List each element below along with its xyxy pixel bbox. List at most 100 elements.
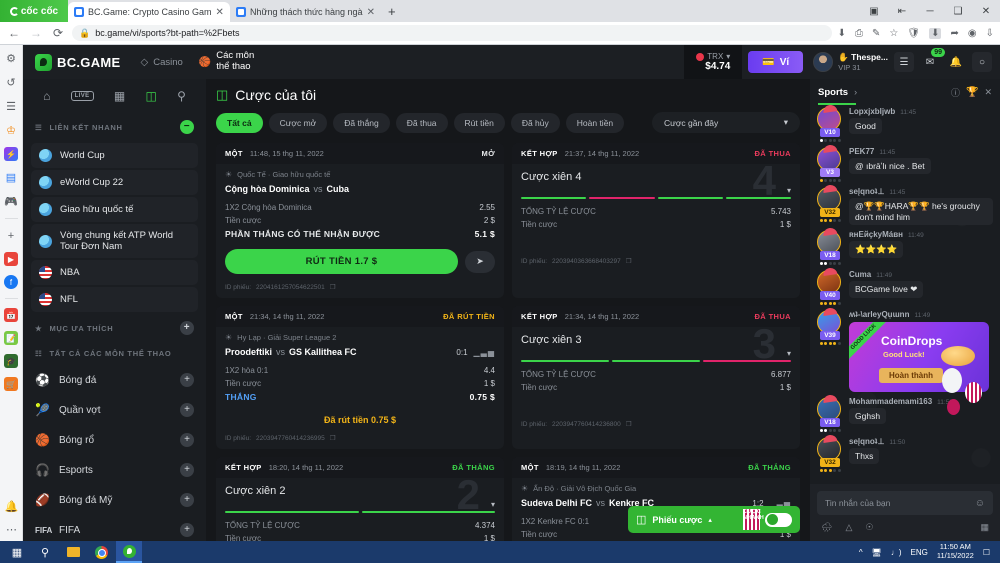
calendar-icon[interactable]: ▦ — [113, 89, 126, 103]
expand-button[interactable]: + — [180, 463, 194, 477]
filter-cancelled[interactable]: Đã hủy — [510, 112, 560, 133]
avatar-block[interactable]: V40 — [817, 270, 843, 305]
balance-widget[interactable]: TRX ▾ $4.74 — [684, 45, 743, 79]
quick-bet-toggle-group[interactable]: CƯỢC NHANH — [743, 509, 792, 530]
sidebar-item-esports[interactable]: 🎧 Esports + — [23, 455, 206, 485]
cashout-button[interactable]: RÚT TIỀN 1.7 $ — [225, 249, 458, 274]
chat-input[interactable]: Tin nhắn của bạn ☺ — [817, 491, 993, 515]
filter-open[interactable]: Cược mở — [268, 112, 328, 133]
bet-card[interactable]: KẾT HỢP 18:20, 14 thg 11, 2022 ĐÃ THẮNG … — [216, 457, 504, 541]
emoji-icon[interactable]: ☺ — [974, 497, 985, 509]
chat-username[interactable]: Cuma — [849, 270, 872, 279]
filter-cashout[interactable]: Rút tiền — [453, 112, 505, 133]
profile-icon[interactable]: ◉ — [967, 27, 977, 39]
rain-icon[interactable]: 🌧 — [821, 522, 833, 532]
maximize-icon[interactable]: ❑ — [953, 5, 963, 17]
bet-card[interactable]: KẾT HỢP 21:37, 14 thg 11, 2022 ĐÃ THUA C… — [512, 143, 800, 298]
search-icon[interactable]: ⚲ — [177, 89, 186, 103]
avatar-block[interactable]: V32 — [817, 437, 843, 472]
chevron-down-icon[interactable]: ▾ — [786, 349, 791, 358]
calendar-icon[interactable]: 📅 — [4, 308, 18, 322]
chat-username[interactable]: Lopxjxbljwb — [849, 107, 896, 116]
info-icon[interactable]: ⓘ — [950, 87, 960, 98]
volume-icon[interactable]: ♩) — [890, 547, 902, 557]
user-widget[interactable]: ✋ Thespe... VIP 31 — [813, 52, 888, 72]
collapse-quick-links-button[interactable]: − — [180, 120, 194, 134]
gear-icon[interactable]: ⚙ — [6, 53, 16, 65]
sidebar-item-nba[interactable]: NBA — [31, 260, 198, 285]
sidebar-item-eworld-cup[interactable]: eWorld Cup 22 — [31, 170, 198, 195]
chevron-up-icon[interactable]: ^ — [858, 547, 863, 557]
coin-icon[interactable]: ☉ — [865, 522, 874, 532]
gamepad-icon[interactable]: 🎮 — [4, 196, 18, 208]
bookmark-star-icon[interactable]: ☆ — [889, 27, 899, 39]
new-tab-button[interactable]: + — [387, 4, 396, 19]
crown-icon[interactable]: ♔ — [6, 125, 16, 137]
chat-username[interactable]: sel̨qnoʇ⊥ — [849, 187, 885, 196]
language-indicator[interactable]: ENG — [910, 547, 928, 557]
sidebar-item-soccer[interactable]: ⚽ Bóng đá + — [23, 365, 206, 395]
bell-icon[interactable]: 🔔 — [949, 56, 963, 68]
chat-room-tab[interactable]: Sports — [818, 86, 849, 98]
download-page-icon[interactable]: ⬇ — [837, 27, 847, 39]
minimize-icon[interactable]: ─ — [926, 5, 934, 17]
sidebar-item-world-cup[interactable]: World Cup — [31, 143, 198, 168]
copy-icon[interactable]: ❐ — [625, 421, 632, 428]
sidebar-item-nfl[interactable]: NFL — [31, 287, 198, 312]
youtube-icon[interactable]: ▶ — [4, 252, 18, 266]
close-icon[interactable]: ✕ — [984, 86, 992, 97]
chat-username[interactable]: PEK77 — [849, 147, 875, 156]
downloads-icon[interactable]: ⇩ — [985, 27, 994, 39]
avatar-block[interactable]: V18 — [817, 397, 843, 432]
list-icon[interactable]: ☰ — [6, 101, 16, 113]
save-icon[interactable]: ⬇ — [929, 27, 942, 39]
bet-card[interactable]: MỘT 11:48, 15 thg 11, 2022 MỞ ☀ Quốc Tế … — [216, 143, 504, 298]
stats-icon[interactable]: ▁▃▅ — [769, 498, 791, 508]
forward-icon[interactable]: → — [30, 26, 42, 40]
nav-sports[interactable]: 🏀 Các môn thể thao — [199, 50, 254, 73]
copy-icon[interactable]: ❐ — [625, 258, 632, 265]
tip-icon[interactable]: △ — [845, 522, 853, 532]
my-bets-icon[interactable]: ◫ — [145, 89, 157, 103]
chat-username[interactable]: ʀнЕйçkyMáвн — [849, 230, 903, 239]
close-window-icon[interactable]: ✕ — [981, 5, 991, 17]
promo-claim-button[interactable]: Hoàn thành — [879, 368, 943, 383]
expand-button[interactable]: + — [180, 403, 194, 417]
clock[interactable]: 11:50 AM 11/15/2022 — [937, 543, 974, 560]
sidebar-item-american-football[interactable]: 🏈 Bóng đá Mỹ + — [23, 485, 206, 515]
close-icon[interactable]: ✕ — [215, 6, 224, 18]
address-bar[interactable]: 🔒 bc.game/vi/sports?bt-path=%2Fbets — [72, 25, 832, 41]
share-icon[interactable]: ➦ — [950, 27, 959, 39]
more-icon[interactable]: ⋯ — [6, 524, 17, 536]
stats-icon[interactable]: ▁▃▅ — [473, 347, 495, 357]
add-favorite-button[interactable]: + — [180, 321, 194, 335]
bell-icon[interactable]: 🔔 — [4, 501, 19, 513]
copy-icon[interactable]: ❐ — [329, 435, 336, 442]
bcgame-logo[interactable]: BC.GAME — [35, 53, 121, 71]
facebook-icon[interactable]: f — [4, 275, 18, 289]
expand-button[interactable]: + — [180, 523, 194, 537]
gif-icon[interactable]: ▦ — [980, 522, 989, 532]
filter-all[interactable]: Tất cả — [216, 112, 263, 133]
chat-username[interactable]: Mohammademami163 — [849, 397, 933, 406]
avatar-block[interactable]: V32 — [817, 187, 843, 225]
chrome-icon[interactable] — [88, 541, 114, 563]
nav-casino[interactable]: ◇ Casino — [141, 57, 183, 68]
explorer-icon[interactable] — [60, 541, 86, 563]
chat-username[interactable]: sel̨qnoʇ⊥ — [849, 437, 885, 446]
sidebar-item-basketball[interactable]: 🏀 Bóng rổ + — [23, 425, 206, 455]
avatar-block[interactable]: V3 — [817, 147, 843, 182]
translate-icon[interactable]: ⎙ — [855, 27, 864, 39]
menu-icon[interactable]: ☰ — [894, 52, 914, 72]
trophy-icon[interactable]: 🏆 — [966, 86, 979, 98]
graduation-icon[interactable]: 🎓 — [4, 354, 18, 368]
network-icon[interactable]: 🖥 — [871, 547, 882, 557]
bet-card[interactable]: MỘT 18:19, 14 thg 11, 2022 ĐÃ THẮNG ☀ Ấn… — [512, 457, 800, 541]
bet-card[interactable]: KẾT HỢP 21:34, 14 thg 11, 2022 ĐÃ THUA C… — [512, 306, 800, 449]
sidebar-item-tennis[interactable]: 🎾 Quần vợt + — [23, 395, 206, 425]
history-icon[interactable]: ↺ — [6, 77, 16, 89]
expand-button[interactable]: + — [180, 493, 194, 507]
live-icon[interactable]: LIVE — [70, 91, 94, 101]
filter-refund[interactable]: Hoàn tiền — [565, 112, 625, 133]
chevron-right-icon[interactable]: › — [854, 87, 858, 97]
